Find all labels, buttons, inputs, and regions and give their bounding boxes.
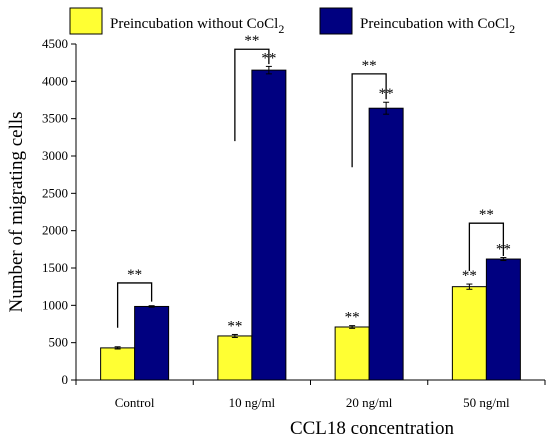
significance-bracket (468, 222, 505, 271)
y-tick-label: 0 (62, 372, 69, 387)
x-tick-label: 50 ng/ml (463, 395, 510, 410)
y-tick-label: 4500 (42, 36, 68, 51)
bar-with-cocl2 (251, 69, 287, 381)
legend-label-with-cocl2: Preincubation with CoCl2 (360, 16, 515, 36)
y-tick-label: 1000 (42, 297, 68, 312)
y-tick-label: 2000 (42, 223, 68, 238)
legend-swatch-without-cocl2 (69, 7, 103, 35)
y-tick-label: 2500 (42, 185, 68, 200)
bar-without-cocl2 (451, 286, 487, 381)
bracket-label: ** (362, 58, 377, 74)
legend: Preincubation without CoCl2 Preincubatio… (69, 7, 515, 36)
bar-without-cocl2 (334, 326, 370, 381)
y-tick-label: 500 (49, 335, 69, 350)
legend-swatch-with-cocl2 (319, 7, 353, 35)
bracket-label: ** (479, 207, 494, 223)
x-tick-label: 10 ng/ml (229, 395, 276, 410)
bar-with-cocl2 (485, 258, 521, 381)
x-axis-label: CCL18 concentration (290, 418, 455, 439)
y-axis-label: Number of migrating cells (6, 111, 27, 312)
y-tick-label: 4000 (42, 73, 68, 88)
significance-bracket (351, 73, 387, 168)
significance-label: ** (462, 268, 477, 284)
bracket-label: ** (244, 33, 259, 49)
significance-label: ** (345, 310, 360, 326)
x-tick-label: 20 ng/ml (346, 395, 393, 410)
bracket-label: ** (127, 267, 142, 283)
bar-with-cocl2 (368, 107, 404, 381)
significance-bracket (116, 282, 153, 328)
x-tick-label: Control (115, 395, 155, 410)
significance-label: ** (227, 318, 242, 334)
y-tick-label: 3500 (42, 111, 68, 126)
y-tick-label: 1500 (42, 260, 68, 275)
bar-with-cocl2 (134, 305, 170, 381)
significance-bracket (234, 48, 270, 142)
bar-without-cocl2 (100, 347, 136, 381)
bar-without-cocl2 (217, 335, 253, 381)
plot-area: 0 500 1000 1500 2000 2500 3000 3500 4000 4500 Cont… (42, 33, 546, 410)
legend-label-without-cocl2: Preincubation without CoCl2 (110, 16, 284, 36)
y-tick-label: 3000 (42, 148, 68, 163)
